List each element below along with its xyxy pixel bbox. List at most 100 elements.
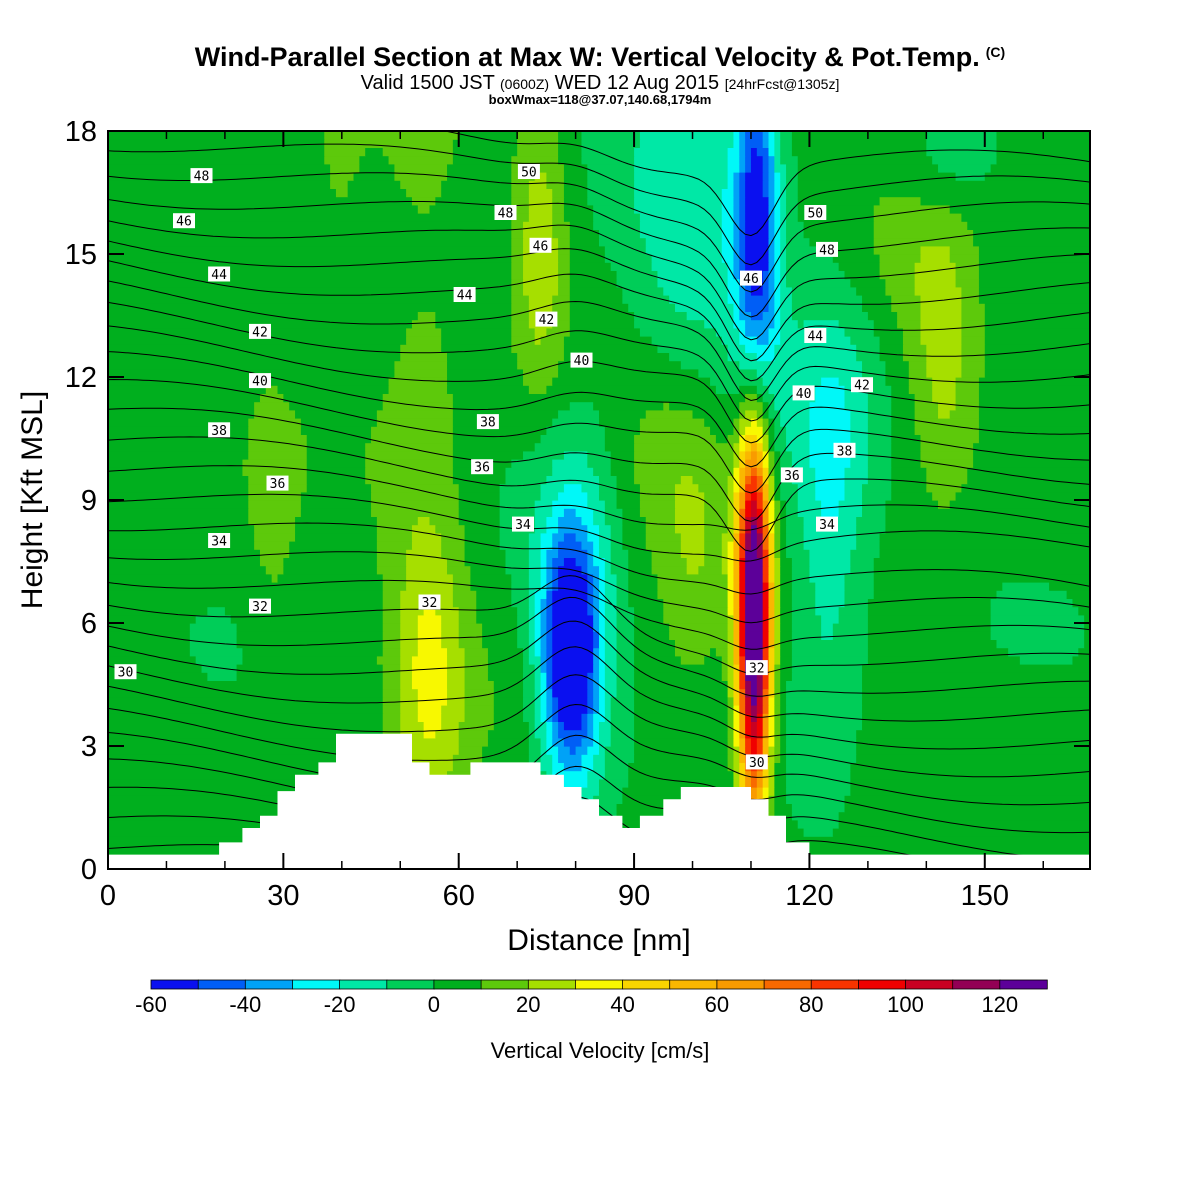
velocity-cell — [517, 614, 530, 624]
velocity-cell — [628, 549, 653, 558]
velocity-cell — [704, 655, 723, 665]
velocity-cell — [920, 434, 980, 444]
velocity-cell — [733, 483, 740, 493]
velocity-cell — [926, 360, 962, 370]
velocity-cell — [400, 705, 419, 714]
velocity-cell — [856, 754, 1090, 763]
velocity-cell — [376, 565, 407, 575]
velocity-cell — [891, 450, 922, 460]
velocity-cell — [108, 565, 267, 575]
velocity-cell — [780, 180, 787, 189]
velocity-cell — [1078, 606, 1090, 616]
velocity-cell — [587, 180, 635, 189]
velocity-cell — [809, 557, 851, 567]
velocity-cell — [762, 442, 770, 452]
velocity-cell — [774, 549, 781, 558]
x-tick-label: 150 — [961, 880, 1009, 912]
velocity-cell — [750, 688, 758, 698]
velocity-cell — [528, 573, 542, 583]
velocity-cell — [920, 319, 963, 329]
velocity-cell — [108, 401, 255, 411]
velocity-cell — [821, 631, 834, 640]
velocity-cell — [885, 368, 910, 378]
velocity-cell — [762, 434, 770, 444]
velocity-cell — [727, 565, 735, 575]
velocity-cell — [768, 614, 775, 624]
velocity-cell — [768, 475, 775, 485]
velocity-cell — [797, 163, 939, 173]
velocity-cell — [862, 360, 887, 370]
velocity-cell — [733, 573, 740, 583]
velocity-cell — [487, 729, 530, 739]
velocity-cell — [873, 573, 1090, 583]
velocity-cell — [786, 254, 834, 263]
velocity-cell — [587, 680, 594, 690]
velocity-cell — [563, 180, 588, 189]
velocity-cell — [727, 352, 758, 362]
velocity-cell — [546, 565, 553, 575]
velocity-cell — [406, 754, 454, 763]
velocity-cell — [961, 344, 986, 353]
theta-label-text: 48 — [819, 243, 835, 258]
velocity-cell — [762, 573, 770, 583]
velocity-cell — [727, 516, 735, 526]
velocity-cell — [902, 344, 927, 353]
velocity-cell — [108, 188, 337, 198]
velocity-cell — [417, 614, 442, 624]
theta-label-box — [494, 205, 517, 220]
velocity-cell — [108, 475, 249, 485]
velocity-cell — [400, 344, 442, 353]
velocity-cell — [511, 278, 524, 288]
theta-contour-line — [108, 143, 1090, 266]
velocity-cell — [441, 344, 512, 353]
velocity-cell — [236, 639, 384, 649]
velocity-cell — [739, 163, 746, 173]
velocity-cell — [487, 664, 524, 673]
velocity-cell — [523, 688, 536, 698]
theta-label-box — [114, 664, 137, 680]
velocity-cell — [762, 418, 770, 427]
velocity-cell — [768, 180, 775, 189]
velocity-cell — [850, 418, 869, 427]
velocity-cell — [739, 442, 746, 452]
velocity-cell — [610, 565, 629, 575]
velocity-cell — [955, 385, 980, 394]
velocity-cell — [400, 180, 442, 189]
velocity-cell — [873, 319, 898, 329]
velocity-cell — [745, 746, 752, 755]
velocity-cell — [961, 286, 980, 296]
velocity-cell — [739, 426, 746, 435]
velocity-cell — [774, 737, 781, 747]
velocity-cell — [733, 705, 740, 714]
velocity-cell — [733, 459, 740, 468]
velocity-cell — [552, 582, 559, 591]
velocity-cell — [786, 516, 805, 526]
velocity-cell — [774, 746, 781, 755]
velocity-cell — [616, 491, 641, 501]
velocity-cell — [733, 688, 740, 698]
velocity-cell — [365, 450, 454, 460]
velocity-cell — [634, 188, 723, 198]
velocity-cell — [108, 491, 249, 501]
velocity-cell — [224, 606, 384, 616]
velocity-cell — [797, 500, 822, 509]
colorbar-swatch — [292, 979, 341, 990]
velocity-cell — [599, 418, 641, 427]
theta-contour-label: 40 — [249, 373, 271, 390]
velocity-cell — [587, 188, 635, 198]
velocity-cell — [727, 270, 735, 280]
velocity-cell — [406, 565, 448, 575]
velocity-cell — [546, 639, 553, 649]
velocity-cell — [464, 696, 495, 706]
velocity-cell — [382, 696, 401, 706]
velocity-cell — [400, 680, 413, 690]
velocity-cell — [534, 336, 542, 345]
velocity-cell — [616, 614, 635, 624]
velocity-cell — [739, 582, 746, 591]
velocity-cell — [458, 737, 489, 747]
velocity-cell — [628, 598, 664, 608]
velocity-cell — [458, 721, 495, 731]
velocity-cell — [616, 483, 641, 493]
velocity-cell — [657, 278, 729, 288]
velocity-cell — [546, 590, 553, 599]
